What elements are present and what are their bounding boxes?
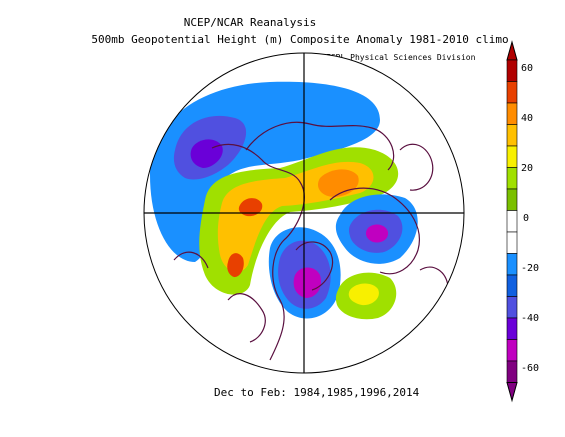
colorbar-segment xyxy=(506,188,518,211)
colorbar-segment xyxy=(506,360,518,383)
colorbar-segment xyxy=(506,274,518,297)
negative-anomaly-europe-core xyxy=(365,224,389,243)
colorbar-label: 60 xyxy=(521,63,534,74)
colorbar-segment xyxy=(506,81,518,104)
colorbar-segment xyxy=(506,317,518,340)
positive-anomaly-arctic-core xyxy=(238,198,263,217)
colorbar-label: 0 xyxy=(523,213,530,224)
colorbar-segment xyxy=(506,59,518,82)
colorbar-label: 40 xyxy=(521,113,534,124)
colorbar-label: -60 xyxy=(521,363,540,374)
colorbar-segment xyxy=(506,339,518,362)
positive-anomaly-pacific-core xyxy=(227,253,244,278)
colorbar-segment xyxy=(506,253,518,276)
positive-anomaly-atlantic-core xyxy=(348,283,379,306)
colorbar xyxy=(506,40,518,403)
colorbar-segment xyxy=(506,296,518,319)
colorbar-segment xyxy=(506,210,518,233)
map-title: NCEP/NCAR Reanalysis xyxy=(183,16,317,29)
map-subtitle: 500mb Geopotential Height (m) Composite … xyxy=(91,33,509,46)
anomaly-field xyxy=(150,81,418,320)
period-label: Dec to Feb: 1984,1985,1996,2014 xyxy=(214,386,420,399)
colorbar-segment xyxy=(506,102,518,125)
negative-anomaly-canada-core xyxy=(293,267,322,298)
credit-label: NOAA/ESRL Physical Sciences Division xyxy=(302,53,476,62)
colorbar-bottom-arrow xyxy=(506,382,518,403)
coastlines xyxy=(173,121,449,361)
colorbar-segment xyxy=(506,124,518,147)
colorbar-label: 20 xyxy=(521,163,534,174)
colorbar-top-arrow xyxy=(506,40,518,61)
colorbar-segment xyxy=(506,167,518,190)
colorbar-label: -40 xyxy=(521,313,540,324)
colorbar-segment xyxy=(506,145,518,168)
colorbar-segment xyxy=(506,231,518,254)
colorbar-label: -20 xyxy=(521,263,540,274)
